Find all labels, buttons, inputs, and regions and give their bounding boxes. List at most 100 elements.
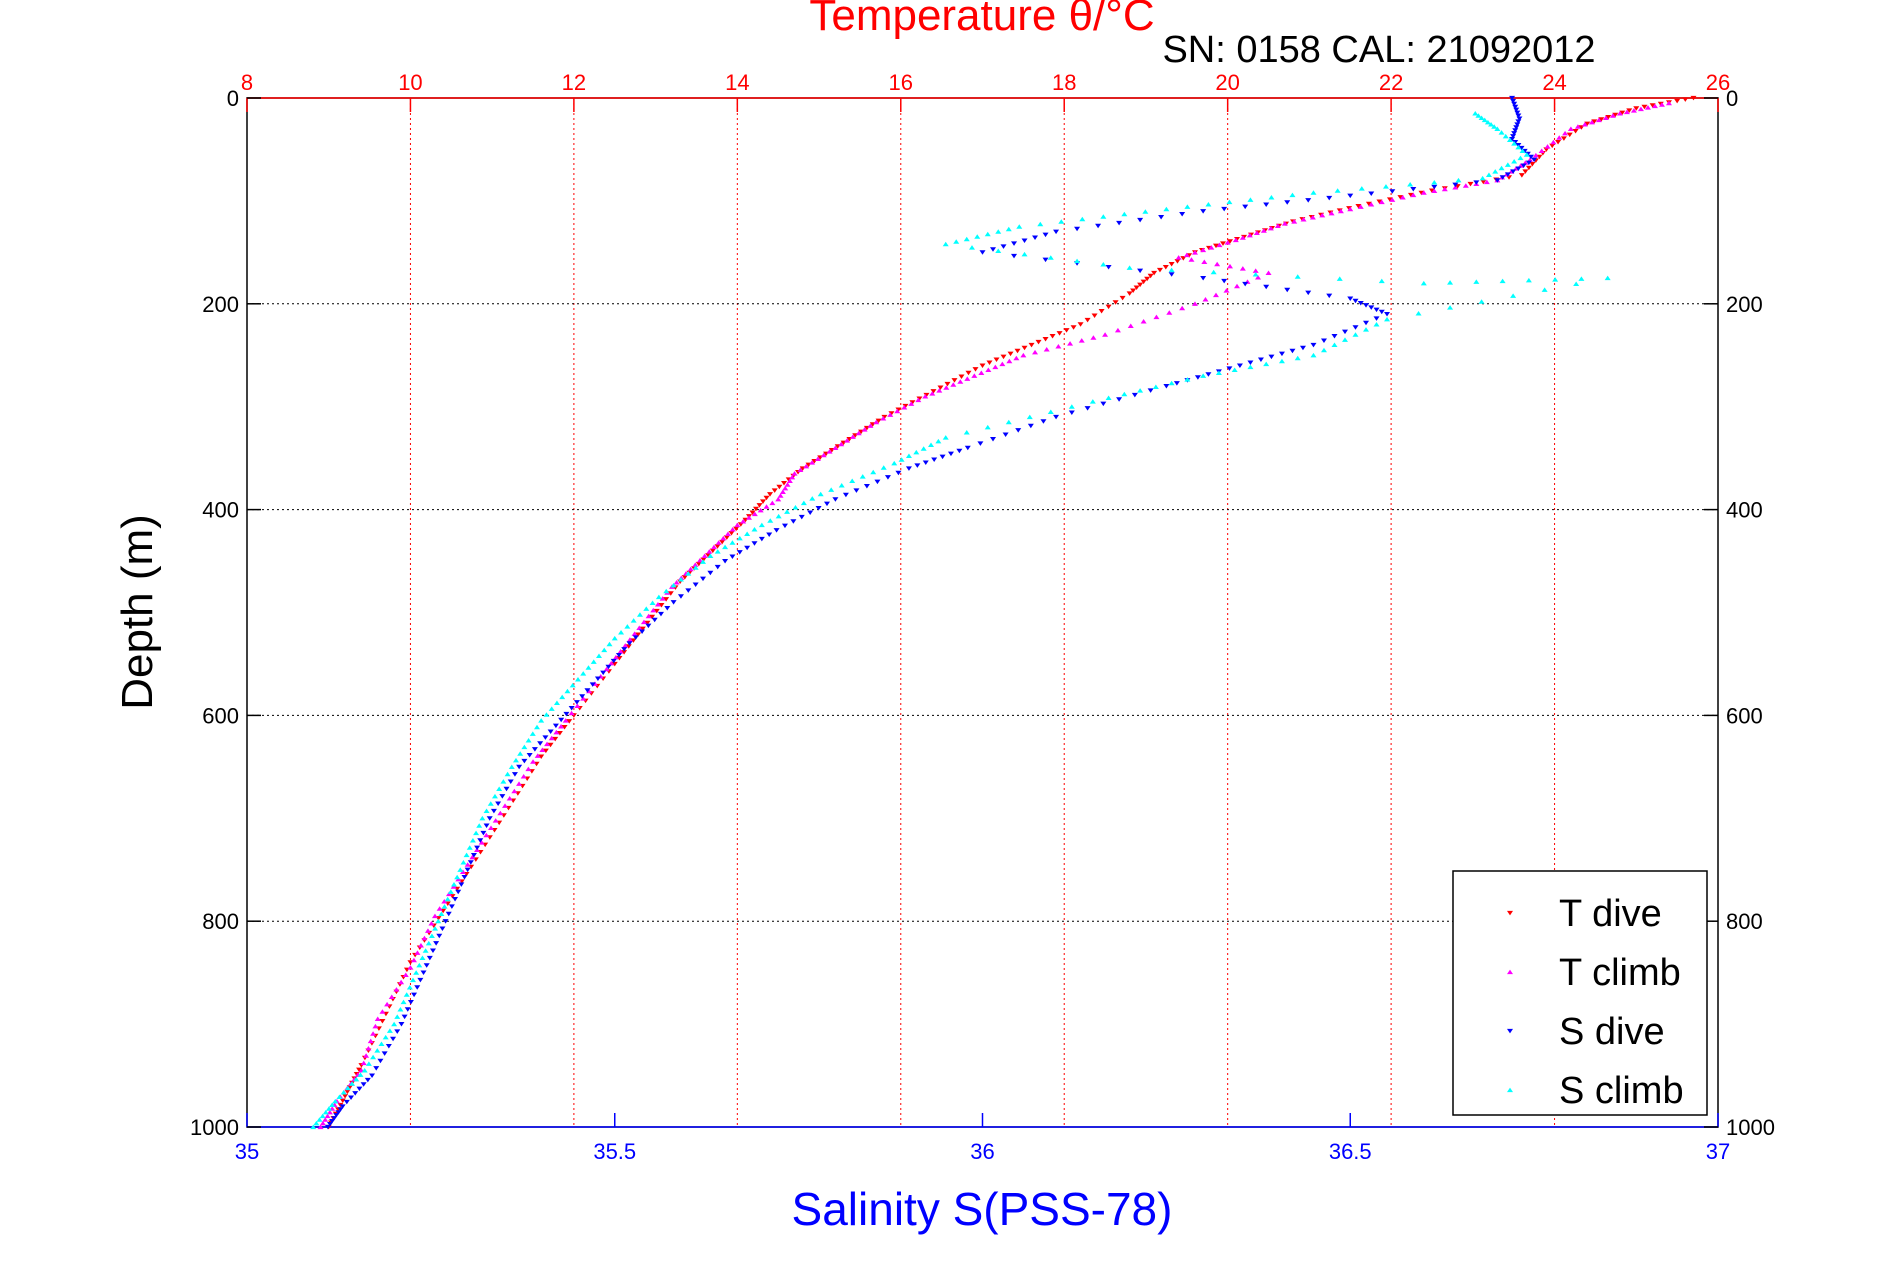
series-point — [1514, 110, 1521, 116]
series-point — [542, 735, 549, 740]
series-point — [798, 514, 805, 520]
series-point — [744, 545, 751, 551]
x-bottom-tick-label: 35.5 — [593, 1139, 636, 1164]
series-point — [457, 867, 464, 872]
series-point — [1011, 253, 1018, 259]
series-point — [1014, 348, 1021, 354]
series-point — [1619, 110, 1626, 116]
series-point — [1137, 217, 1144, 223]
series-point — [1355, 203, 1362, 209]
series-point — [1027, 423, 1034, 429]
series-point — [990, 436, 997, 442]
series-point — [658, 603, 665, 608]
series-point — [1173, 381, 1180, 386]
series-point — [663, 588, 670, 594]
series-point — [390, 1036, 397, 1042]
series-point — [357, 1072, 364, 1077]
series-point — [1498, 165, 1505, 171]
series-point — [923, 392, 930, 398]
series-point — [984, 231, 991, 237]
series-point — [677, 594, 684, 599]
series-point — [999, 361, 1006, 367]
series-point — [377, 1058, 384, 1064]
series-point — [1499, 175, 1506, 180]
series-point — [1550, 139, 1557, 145]
series-point — [807, 510, 814, 515]
series-point — [663, 597, 670, 602]
series-point — [319, 1120, 326, 1126]
legend-label: T dive — [1559, 893, 1662, 935]
series-point — [507, 779, 514, 784]
series-point — [1175, 255, 1182, 260]
series-point — [615, 653, 622, 658]
series-point — [781, 481, 788, 486]
series-point — [1242, 204, 1249, 210]
series-point — [842, 492, 849, 498]
series-point — [1384, 316, 1391, 322]
series-point — [1633, 106, 1640, 111]
series-point — [1502, 133, 1509, 139]
legend-marker — [1507, 1028, 1513, 1034]
series-point — [1239, 266, 1246, 271]
series-point — [1504, 172, 1511, 177]
series-point — [1472, 111, 1479, 116]
series-point — [1690, 95, 1697, 101]
series-point — [1352, 298, 1359, 304]
series-point — [585, 665, 592, 670]
series-point — [657, 611, 664, 617]
series-point — [1511, 141, 1518, 146]
series-point — [1126, 291, 1133, 296]
series-point — [1473, 180, 1480, 185]
series-point — [736, 550, 743, 555]
series-point — [310, 1124, 317, 1130]
series-point — [1682, 97, 1689, 102]
series-point — [517, 751, 524, 756]
series-point — [1137, 282, 1144, 288]
series-point — [1373, 321, 1380, 327]
series-point — [391, 1021, 398, 1027]
series-point — [1637, 106, 1644, 112]
series-point — [543, 712, 550, 717]
series-point — [1609, 113, 1616, 118]
series-point — [487, 825, 494, 830]
series-point — [1226, 366, 1233, 371]
series-point — [1544, 144, 1551, 149]
series-point — [874, 479, 881, 485]
series-point — [1560, 136, 1567, 141]
series-point — [1200, 209, 1207, 214]
series-point — [1674, 98, 1681, 104]
series-point — [1047, 409, 1054, 414]
series-point — [424, 928, 431, 933]
series-point — [365, 1061, 372, 1066]
series-point — [1043, 346, 1050, 352]
series-point — [1506, 137, 1513, 142]
series-point — [922, 460, 929, 465]
series-point — [483, 832, 490, 838]
series-point — [1555, 140, 1562, 145]
series-point — [1163, 206, 1170, 212]
series-point — [365, 1045, 372, 1051]
series-point — [1478, 299, 1485, 304]
series-point — [789, 474, 796, 480]
series-point — [1483, 179, 1490, 185]
y-left-tick-label: 400 — [202, 498, 239, 523]
series-point — [744, 531, 751, 536]
series-point — [1389, 197, 1396, 202]
series-point — [767, 518, 774, 523]
series-point — [1341, 337, 1348, 342]
series-point — [1095, 223, 1102, 229]
series-point — [516, 764, 523, 770]
series-point — [1005, 419, 1012, 425]
series-point — [398, 979, 405, 985]
series-point — [1156, 267, 1163, 273]
series-point — [800, 500, 807, 506]
series-point — [1605, 115, 1612, 120]
series-point — [984, 424, 991, 430]
x-bottom-tick-label: 37 — [1706, 1139, 1730, 1164]
series-point — [758, 522, 765, 528]
series-point — [1201, 259, 1208, 265]
series-point — [622, 643, 629, 648]
series-point — [1431, 188, 1438, 194]
series-point — [1510, 98, 1517, 104]
series-point — [1378, 278, 1385, 284]
